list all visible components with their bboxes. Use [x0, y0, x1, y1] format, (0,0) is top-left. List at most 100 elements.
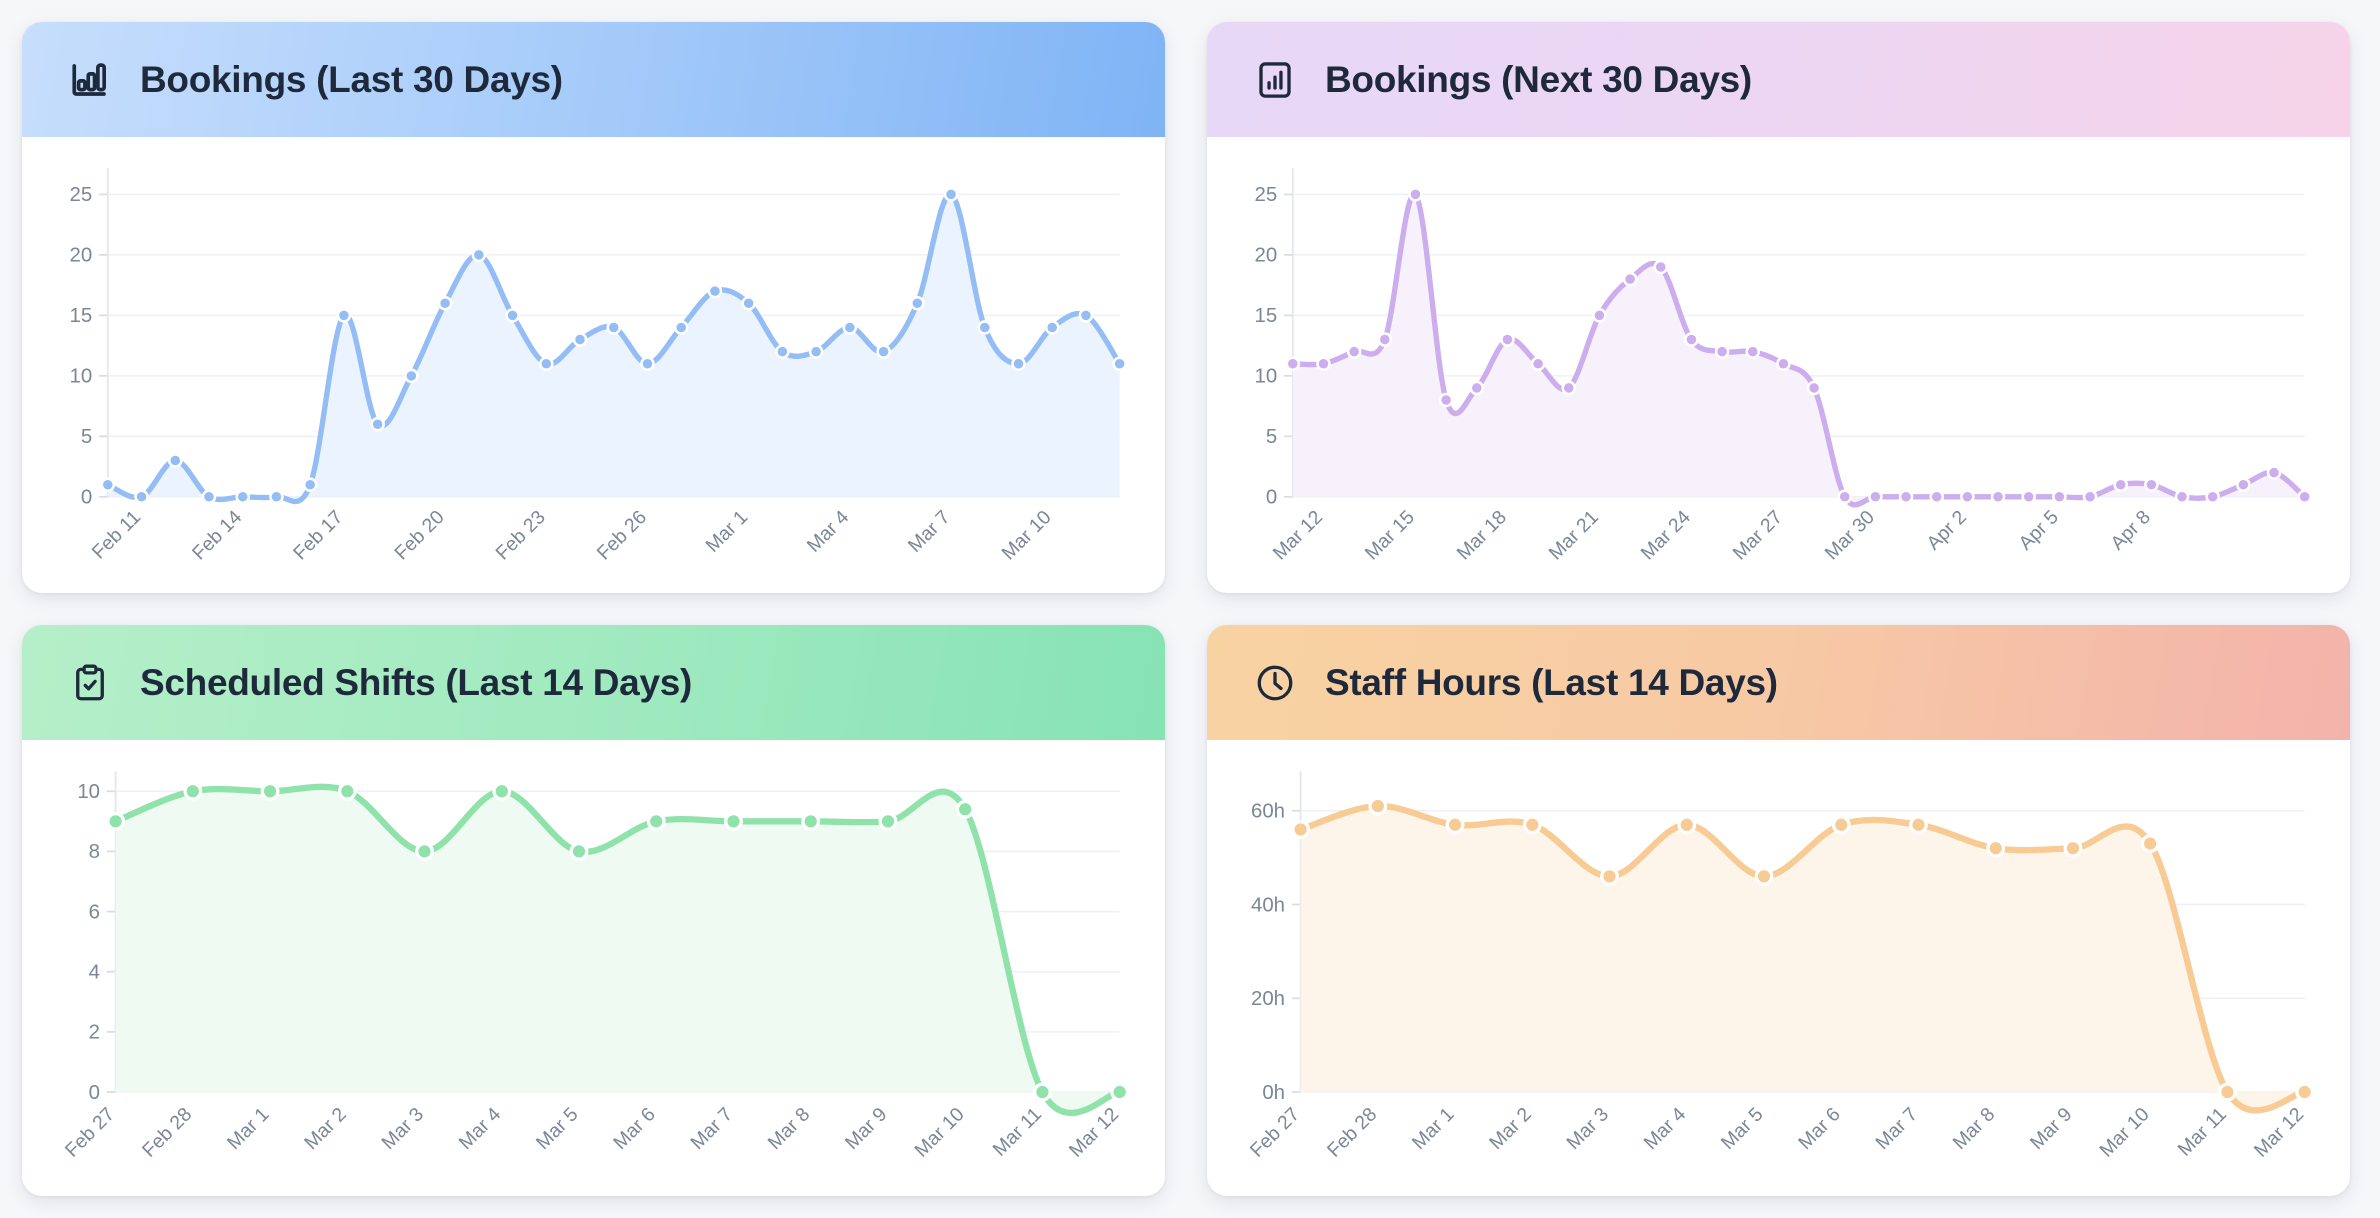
data-point-marker[interactable]	[2144, 477, 2159, 492]
data-point-marker[interactable]	[1445, 815, 1465, 835]
data-point-marker[interactable]	[1522, 815, 1542, 835]
data-point-marker[interactable]	[2218, 1082, 2237, 1102]
data-point-marker[interactable]	[1592, 308, 1607, 323]
data-point-marker[interactable]	[415, 841, 434, 861]
data-point-marker[interactable]	[1960, 489, 1975, 505]
data-point-marker[interactable]	[100, 477, 116, 492]
data-point-marker[interactable]	[260, 781, 280, 801]
data-point-marker[interactable]	[1909, 815, 1928, 835]
data-point-marker[interactable]	[2174, 489, 2190, 505]
data-point-marker[interactable]	[1033, 1082, 1052, 1102]
data-point-marker[interactable]	[842, 320, 858, 335]
data-point-marker[interactable]	[1469, 380, 1485, 396]
data-point-marker[interactable]	[572, 332, 588, 347]
data-point-marker[interactable]	[707, 283, 723, 299]
data-point-marker[interactable]	[1776, 356, 1791, 372]
data-point-marker[interactable]	[1377, 332, 1393, 347]
data-point-marker[interactable]	[2113, 477, 2128, 492]
data-point-marker[interactable]	[1044, 320, 1060, 335]
data-point-marker[interactable]	[1622, 271, 1638, 287]
chart-canvas[interactable]: 0 5 10 15 20 25 Feb 11 Feb 14 Feb 17 Feb 20 Feb 23…	[32, 143, 1143, 586]
chart-canvas[interactable]: 0h 20h 40h 60h Feb 27 Feb 28 Mar 1 Mar 2 Mar 3 Ma…	[1217, 746, 2328, 1189]
data-point-marker[interactable]	[269, 489, 284, 505]
data-point-marker[interactable]	[1316, 356, 1331, 372]
data-point-marker[interactable]	[1677, 815, 1697, 835]
data-point-marker[interactable]	[1714, 344, 1730, 359]
data-point-marker[interactable]	[106, 811, 126, 831]
chart-area-bookings-next-30[interactable]: 0 5 10 15 20 25 Mar 12 Mar 15 Mar 18 Mar 21 Mar 24…	[1207, 137, 2350, 593]
data-point-marker[interactable]	[801, 811, 821, 831]
data-point-marker[interactable]	[1368, 796, 1388, 816]
data-point-marker[interactable]	[1868, 489, 1883, 505]
data-point-marker[interactable]	[2052, 489, 2067, 505]
data-point-marker[interactable]	[404, 368, 419, 384]
data-point-marker[interactable]	[1929, 489, 1945, 505]
data-point-marker[interactable]	[1837, 489, 1853, 505]
data-point-marker[interactable]	[606, 320, 622, 335]
chart-area-staff-hours[interactable]: 0h 20h 40h 60h Feb 27 Feb 28 Mar 1 Mar 2 Mar 3 Ma…	[1207, 740, 2350, 1196]
data-point-marker[interactable]	[640, 356, 655, 372]
data-point-marker[interactable]	[492, 781, 512, 801]
data-point-marker[interactable]	[336, 308, 352, 323]
data-point-marker[interactable]	[1831, 815, 1851, 835]
data-point-marker[interactable]	[1745, 344, 1761, 359]
data-point-marker[interactable]	[2297, 489, 2312, 505]
data-point-marker[interactable]	[1806, 380, 1822, 396]
data-point-marker[interactable]	[2082, 489, 2098, 505]
data-point-marker[interactable]	[337, 781, 357, 801]
data-point-marker[interactable]	[1011, 356, 1026, 372]
chart-canvas[interactable]: 0 5 10 15 20 25 Mar 12 Mar 15 Mar 18 Mar 21 Mar 24…	[1217, 143, 2328, 586]
data-point-marker[interactable]	[741, 295, 756, 311]
data-point-marker[interactable]	[2266, 465, 2282, 480]
data-point-marker[interactable]	[2140, 834, 2160, 853]
data-point-marker[interactable]	[1408, 187, 1423, 202]
data-point-marker[interactable]	[505, 308, 520, 323]
data-point-marker[interactable]	[1500, 332, 1515, 347]
chart-area-scheduled-shifts[interactable]: 0 2 4 6 8 10 Feb 27 Feb 28 Mar 1 Mar 2 Mar 3 Mar 4 M…	[22, 740, 1165, 1196]
chart-canvas[interactable]: 0 2 4 6 8 10 Feb 27 Feb 28 Mar 1 Mar 2 Mar 3 Mar 4 M…	[32, 746, 1143, 1189]
data-point-marker[interactable]	[1346, 344, 1362, 359]
data-point-marker[interactable]	[134, 489, 149, 505]
data-point-marker[interactable]	[1754, 866, 1774, 886]
data-point-marker[interactable]	[955, 799, 975, 819]
data-point-marker[interactable]	[1291, 820, 1311, 839]
data-point-marker[interactable]	[2021, 489, 2037, 505]
data-point-marker[interactable]	[370, 416, 385, 432]
chart-area-bookings-last-30[interactable]: 0 5 10 15 20 25 Feb 11 Feb 14 Feb 17 Feb 20 Feb 23…	[22, 137, 1165, 593]
data-point-marker[interactable]	[878, 811, 898, 831]
data-point-marker[interactable]	[2063, 838, 2083, 858]
data-point-marker[interactable]	[2295, 1082, 2315, 1102]
data-point-marker[interactable]	[569, 841, 589, 861]
data-point-marker[interactable]	[646, 811, 666, 831]
data-point-marker[interactable]	[183, 781, 203, 801]
data-point-marker[interactable]	[1898, 489, 1914, 505]
data-point-marker[interactable]	[2205, 489, 2220, 505]
data-point-marker[interactable]	[1561, 380, 1577, 396]
data-point-marker[interactable]	[1530, 356, 1546, 372]
data-point-marker[interactable]	[673, 320, 689, 335]
data-point-marker[interactable]	[1110, 1082, 1130, 1102]
data-point-marker[interactable]	[471, 247, 487, 263]
data-point-marker[interactable]	[538, 356, 554, 372]
data-point-marker[interactable]	[808, 344, 824, 359]
data-point-marker[interactable]	[167, 453, 183, 468]
data-point-marker[interactable]	[1078, 308, 1094, 323]
data-point-marker[interactable]	[910, 295, 925, 311]
data-point-marker[interactable]	[1986, 838, 2006, 858]
data-point-marker[interactable]	[1990, 489, 2006, 505]
data-point-marker[interactable]	[1112, 356, 1127, 372]
data-point-marker[interactable]	[201, 489, 217, 505]
data-point-marker[interactable]	[437, 295, 453, 311]
data-point-marker[interactable]	[235, 489, 251, 505]
data-point-marker[interactable]	[775, 344, 790, 359]
data-point-marker[interactable]	[1438, 392, 1454, 408]
data-point-marker[interactable]	[943, 187, 959, 202]
data-point-marker[interactable]	[977, 320, 993, 335]
data-point-marker[interactable]	[1684, 332, 1699, 347]
data-point-marker[interactable]	[1600, 866, 1619, 886]
data-point-marker[interactable]	[1653, 259, 1669, 275]
data-point-marker[interactable]	[876, 344, 891, 359]
data-point-marker[interactable]	[724, 811, 743, 831]
data-point-marker[interactable]	[2236, 477, 2251, 492]
data-point-marker[interactable]	[302, 477, 318, 492]
